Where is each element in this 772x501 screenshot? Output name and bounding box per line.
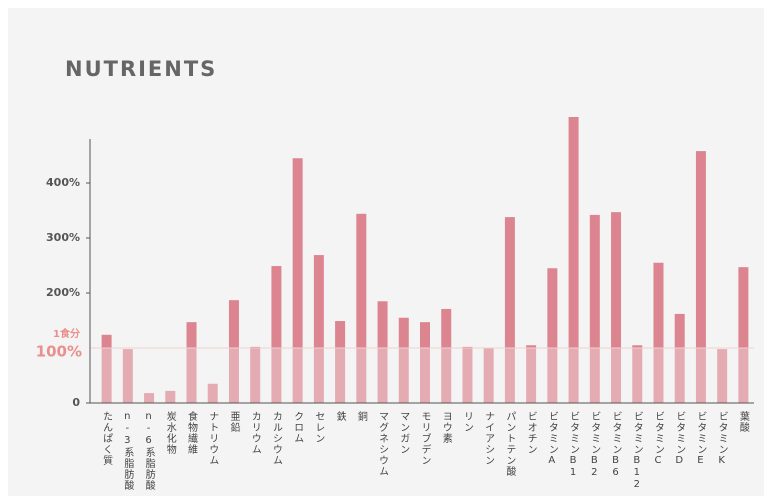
x-tick-label: セレン xyxy=(313,411,325,444)
bar xyxy=(335,321,346,403)
bar xyxy=(674,313,685,403)
bar xyxy=(377,301,388,403)
bar xyxy=(356,213,367,403)
x-tick-label: ビタミンB1 xyxy=(568,411,580,479)
x-tick-label: ビオチン xyxy=(525,411,536,455)
bar xyxy=(547,268,558,403)
x-tick-label: カリウム xyxy=(249,411,261,455)
x-tick-label: ビタミンK xyxy=(716,411,728,467)
bar xyxy=(738,267,749,403)
chart-title: NUTRIENTS xyxy=(65,57,217,81)
x-tick-label: リン xyxy=(461,411,472,433)
x-tick-label: 食物繊維 xyxy=(186,410,198,455)
bar xyxy=(632,345,643,403)
x-tick-label: n-6系脂肪酸 xyxy=(143,411,155,491)
bar xyxy=(441,308,452,403)
x-tick-label: ビタミンA xyxy=(546,411,558,467)
x-tick-label: ビタミンB2 xyxy=(589,411,601,479)
x-tick-label: モリブデン xyxy=(419,411,431,466)
bar xyxy=(568,117,579,403)
bar xyxy=(483,348,494,403)
x-tick-label: ビタミンB6 xyxy=(610,411,622,479)
bar xyxy=(250,346,261,403)
reference-zone xyxy=(91,348,755,403)
x-tick-label: ナトリウム xyxy=(207,411,219,466)
card xyxy=(8,8,764,496)
bar xyxy=(420,322,430,403)
bar xyxy=(186,322,197,403)
bar xyxy=(611,212,622,403)
y-tick-label: 400% xyxy=(46,176,80,189)
bar xyxy=(504,217,515,403)
x-tick-label: 亜鉛 xyxy=(228,411,240,433)
x-tick-label: カルシウム xyxy=(270,411,282,466)
x-tick-label: ヨウ素 xyxy=(440,411,452,444)
bar xyxy=(462,346,473,403)
x-tick-label: n-3系脂肪酸 xyxy=(122,411,134,491)
bar xyxy=(695,151,706,403)
x-tick-label: ビタミンC xyxy=(652,411,664,467)
bar xyxy=(165,390,176,403)
x-tick-label: ビタミンB12 xyxy=(631,411,643,491)
bar xyxy=(228,300,239,403)
bar xyxy=(653,262,664,403)
bar xyxy=(292,158,303,403)
x-tick-label: マンガン xyxy=(398,411,409,455)
reference-label: 100% xyxy=(36,343,82,361)
y-tick-label: 300% xyxy=(46,231,80,244)
bar xyxy=(398,317,409,403)
reference-caption: 1食分 xyxy=(53,327,80,340)
x-tick-label: マグネシウム xyxy=(377,411,389,477)
x-tick-label: 炭水化物 xyxy=(164,411,176,455)
x-tick-label: ナイアシン xyxy=(483,411,495,466)
bar xyxy=(589,214,600,403)
x-tick-label: 銅 xyxy=(355,410,367,422)
x-tick-label: 鉄 xyxy=(334,410,346,422)
x-tick-label: ビタミンE xyxy=(695,411,707,467)
bar xyxy=(207,383,218,403)
x-tick-label: パントテン酸 xyxy=(504,411,516,477)
bar xyxy=(526,345,537,403)
y-tick-label: 0 xyxy=(72,396,80,409)
x-tick-label: 葉酸 xyxy=(737,410,749,433)
x-tick-label: たんぱく質 xyxy=(101,411,113,466)
bar xyxy=(101,334,112,403)
bar xyxy=(122,349,133,403)
x-tick-label: クロム xyxy=(292,411,304,444)
x-tick-label: ビタミンD xyxy=(674,411,686,467)
bar xyxy=(144,393,155,403)
bar xyxy=(313,255,324,403)
y-tick-label: 200% xyxy=(46,286,80,299)
bar xyxy=(717,349,728,403)
bar xyxy=(271,266,282,403)
